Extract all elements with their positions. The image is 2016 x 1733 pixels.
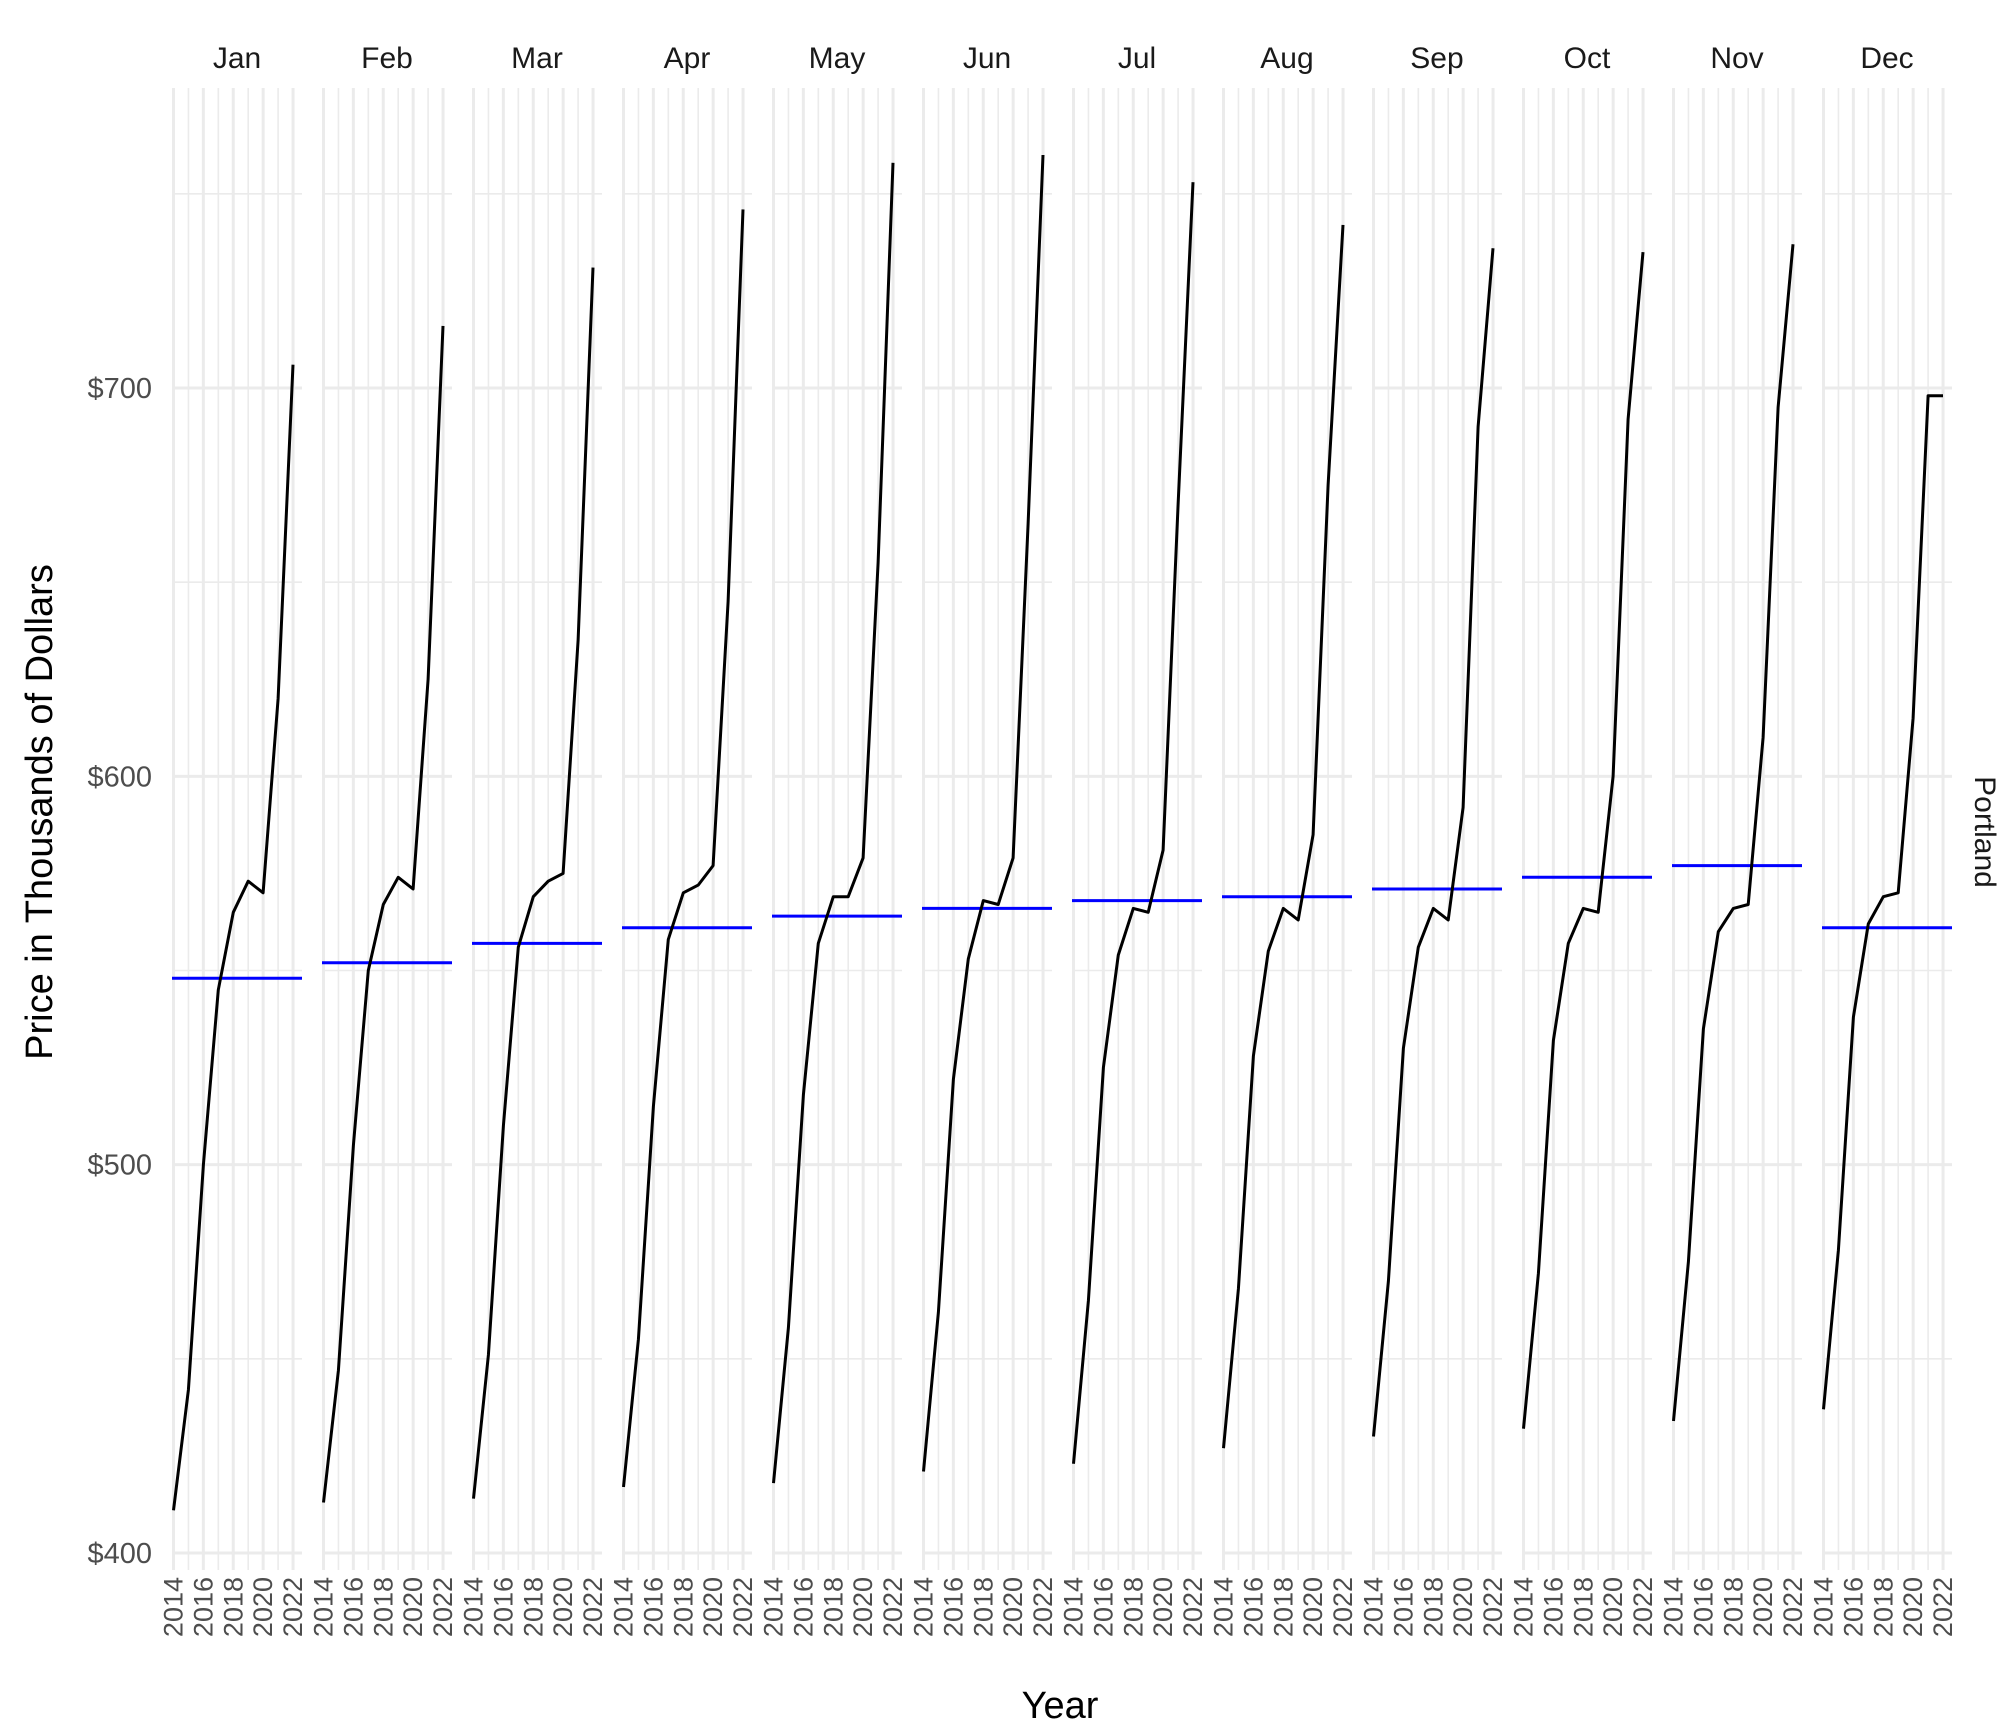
facet-strip-label-aug: Aug — [1260, 42, 1313, 75]
x-tick-label: 2022 — [1478, 1577, 1508, 1637]
y-axis-title: Price in Thousands of Dollars — [19, 564, 61, 1060]
x-tick-label: 2016 — [1088, 1577, 1118, 1637]
x-tick-label: 2020 — [1148, 1577, 1178, 1637]
x-tick-label: 2016 — [1838, 1577, 1868, 1637]
x-tick-label: 2020 — [1748, 1577, 1778, 1637]
x-tick-label: 2018 — [218, 1577, 248, 1637]
series-line-jun — [922, 154, 1045, 1472]
x-tick-label: 2018 — [818, 1577, 848, 1637]
x-tick-label: 2014 — [158, 1577, 188, 1637]
facet-strip-label-may: May — [809, 42, 866, 75]
x-tick-label: 2020 — [698, 1577, 728, 1637]
facet-strip-label-jun: Jun — [963, 42, 1011, 75]
x-tick-label: 2022 — [278, 1577, 308, 1637]
x-tick-label: 2020 — [548, 1577, 578, 1637]
x-tick-label: 2020 — [848, 1577, 878, 1637]
facet-strip-label-nov: Nov — [1710, 42, 1763, 75]
x-tick-label: 2018 — [1118, 1577, 1148, 1637]
x-tick-label: 2014 — [758, 1577, 788, 1637]
series-line-feb — [322, 325, 445, 1503]
x-tick-label: 2022 — [1778, 1577, 1808, 1637]
series-lines-layer — [172, 154, 1943, 1511]
x-tick-label: 2014 — [1508, 1577, 1538, 1637]
x-tick-label: 2020 — [1898, 1577, 1928, 1637]
x-tick-label: 2016 — [638, 1577, 668, 1637]
x-tick-label: 2014 — [1208, 1577, 1238, 1637]
x-tick-label: 2014 — [1058, 1577, 1088, 1637]
x-tick-label: 2022 — [1178, 1577, 1208, 1637]
x-tick-label: 2018 — [368, 1577, 398, 1637]
grid-layer — [171, 88, 1952, 1570]
x-tick-label: 2014 — [1808, 1577, 1838, 1637]
series-line-apr — [622, 209, 745, 1488]
x-tick-label: 2016 — [788, 1577, 818, 1637]
x-tick-label: 2018 — [1718, 1577, 1748, 1637]
x-tick-label: 2014 — [608, 1577, 638, 1637]
x-tick-label: 2020 — [1448, 1577, 1478, 1637]
series-line-aug — [1222, 224, 1345, 1449]
x-tick-label: 2018 — [968, 1577, 998, 1637]
series-line-dec — [1822, 394, 1943, 1410]
x-tick-label: 2020 — [1598, 1577, 1628, 1637]
x-tick-label: 2016 — [938, 1577, 968, 1637]
facet-strip-label-mar: Mar — [511, 42, 563, 75]
x-axis-title: Year — [1022, 1685, 1099, 1727]
x-tick-label: 2020 — [248, 1577, 278, 1637]
x-tick-label: 2022 — [1928, 1577, 1958, 1637]
facet-strip-label-oct: Oct — [1564, 42, 1611, 75]
facet-strip-label-feb: Feb — [361, 42, 413, 75]
series-line-jan — [172, 364, 295, 1511]
x-tick-label: 2020 — [998, 1577, 1028, 1637]
x-tick-label: 2016 — [1688, 1577, 1718, 1637]
x-tick-label: 2016 — [188, 1577, 218, 1637]
x-tick-label: 2022 — [1328, 1577, 1358, 1637]
mean-lines-layer — [172, 864, 1952, 980]
x-tick-label: 2018 — [1568, 1577, 1598, 1637]
facet-strip-label-jul: Jul — [1118, 42, 1156, 75]
x-tick-label: 2016 — [338, 1577, 368, 1637]
x-tick-label: 2020 — [398, 1577, 428, 1637]
labels-layer: Price in Thousands of Dollars Year Portl… — [19, 42, 2001, 1727]
x-tick-label: 2022 — [1028, 1577, 1058, 1637]
facet-strip-label-sep: Sep — [1410, 42, 1463, 75]
x-tick-label: 2014 — [1358, 1577, 1388, 1637]
series-line-mar — [472, 267, 595, 1499]
x-tick-label: 2014 — [308, 1577, 338, 1637]
y-tick-label: $500 — [87, 1150, 152, 1182]
y-tick-label: $400 — [87, 1538, 152, 1570]
x-tick-label: 2020 — [1298, 1577, 1328, 1637]
x-tick-label: 2018 — [518, 1577, 548, 1637]
x-tick-label: 2016 — [1238, 1577, 1268, 1637]
series-line-sep — [1372, 248, 1495, 1437]
x-tick-label: 2022 — [1628, 1577, 1658, 1637]
series-line-may — [772, 162, 895, 1484]
x-tick-label: 2016 — [1538, 1577, 1568, 1637]
facet-row-label: Portland — [1968, 776, 2001, 888]
x-tick-label: 2022 — [428, 1577, 458, 1637]
x-tick-label: 2022 — [578, 1577, 608, 1637]
x-tick-label: 2016 — [1388, 1577, 1418, 1637]
facet-strip-label-dec: Dec — [1860, 42, 1913, 75]
x-tick-label: 2018 — [668, 1577, 698, 1637]
x-tick-label: 2018 — [1868, 1577, 1898, 1637]
facet-strip-label-jan: Jan — [213, 42, 261, 75]
series-line-oct — [1522, 251, 1645, 1429]
series-line-nov — [1672, 244, 1795, 1422]
x-tick-label: 2022 — [878, 1577, 908, 1637]
x-tick-label: 2022 — [728, 1577, 758, 1637]
series-line-jul — [1072, 182, 1195, 1464]
x-tick-label: 2014 — [908, 1577, 938, 1637]
y-tick-label: $600 — [87, 761, 152, 793]
x-tick-label: 2018 — [1268, 1577, 1298, 1637]
x-tick-label: 2014 — [458, 1577, 488, 1637]
x-tick-label: 2014 — [1658, 1577, 1688, 1637]
facet-strip-label-apr: Apr — [664, 42, 711, 75]
y-tick-label: $700 — [87, 373, 152, 405]
x-tick-label: 2018 — [1418, 1577, 1448, 1637]
x-tick-label: 2016 — [488, 1577, 518, 1637]
